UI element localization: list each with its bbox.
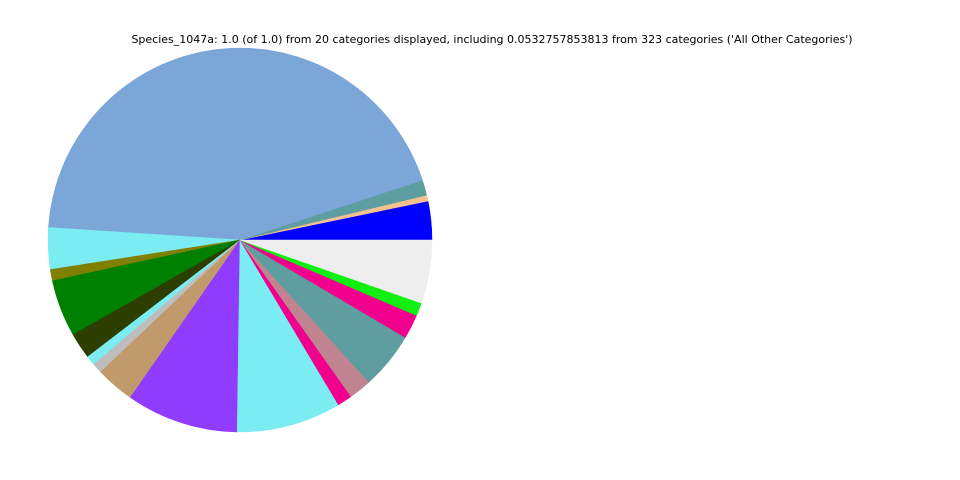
pie-slice <box>239 239 433 304</box>
chart-title: Species_1047a: 1.0 (of 1.0) from 20 cate… <box>131 33 852 46</box>
pie-slice <box>48 47 423 241</box>
pie-slice <box>129 239 241 433</box>
